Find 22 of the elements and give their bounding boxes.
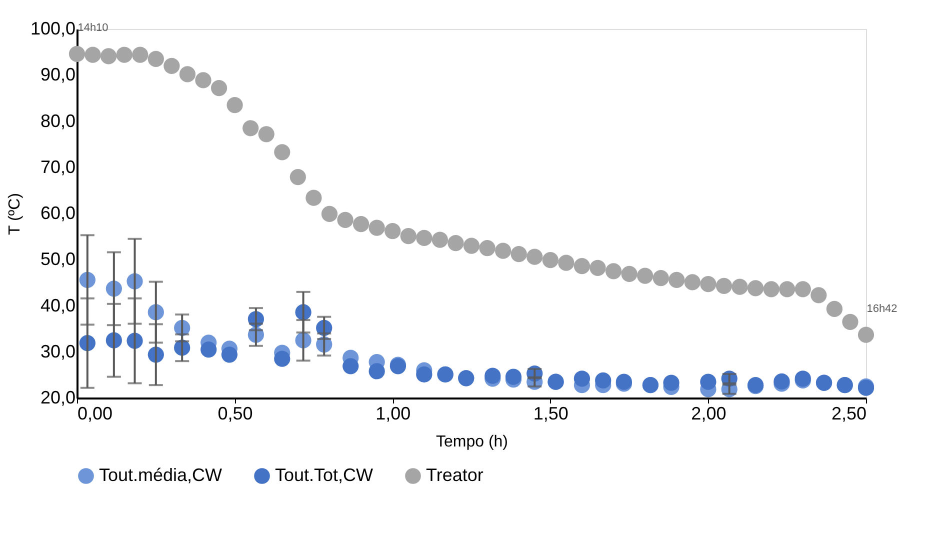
y-axis-title: T (ºC) bbox=[6, 193, 24, 235]
y-tick-label: 30,0 bbox=[40, 341, 76, 362]
y-tick-label: 100,0 bbox=[30, 18, 76, 38]
legend-label: Tout.média,CW bbox=[99, 465, 222, 485]
y-tick-label: 50,0 bbox=[40, 249, 76, 270]
y-tick-label: 70,0 bbox=[40, 156, 76, 177]
y-tick-label: 60,0 bbox=[40, 203, 76, 223]
x-tick-label: 0,50 bbox=[218, 404, 253, 424]
x-axis-title: Tempo (h) bbox=[436, 434, 508, 450]
annotation: 16h42 bbox=[866, 302, 898, 315]
y-tick-label: 80,0 bbox=[40, 110, 76, 131]
y-tick-label: 40,0 bbox=[40, 295, 76, 316]
legend-label: Tout.Tot,CW bbox=[275, 465, 374, 485]
x-tick-label: 1,00 bbox=[376, 404, 411, 424]
x-tick-label: 2,50 bbox=[831, 404, 866, 424]
x-tick-label: 1,50 bbox=[533, 404, 568, 424]
x-tick-label: 0,00 bbox=[78, 404, 113, 424]
y-tick-label: 90,0 bbox=[40, 64, 76, 85]
x-tick-label: 2,00 bbox=[691, 404, 726, 424]
annotation: 14h10 bbox=[78, 22, 108, 34]
y-tick-label: 20,0 bbox=[40, 388, 76, 408]
legend-label: Treator bbox=[426, 465, 484, 485]
